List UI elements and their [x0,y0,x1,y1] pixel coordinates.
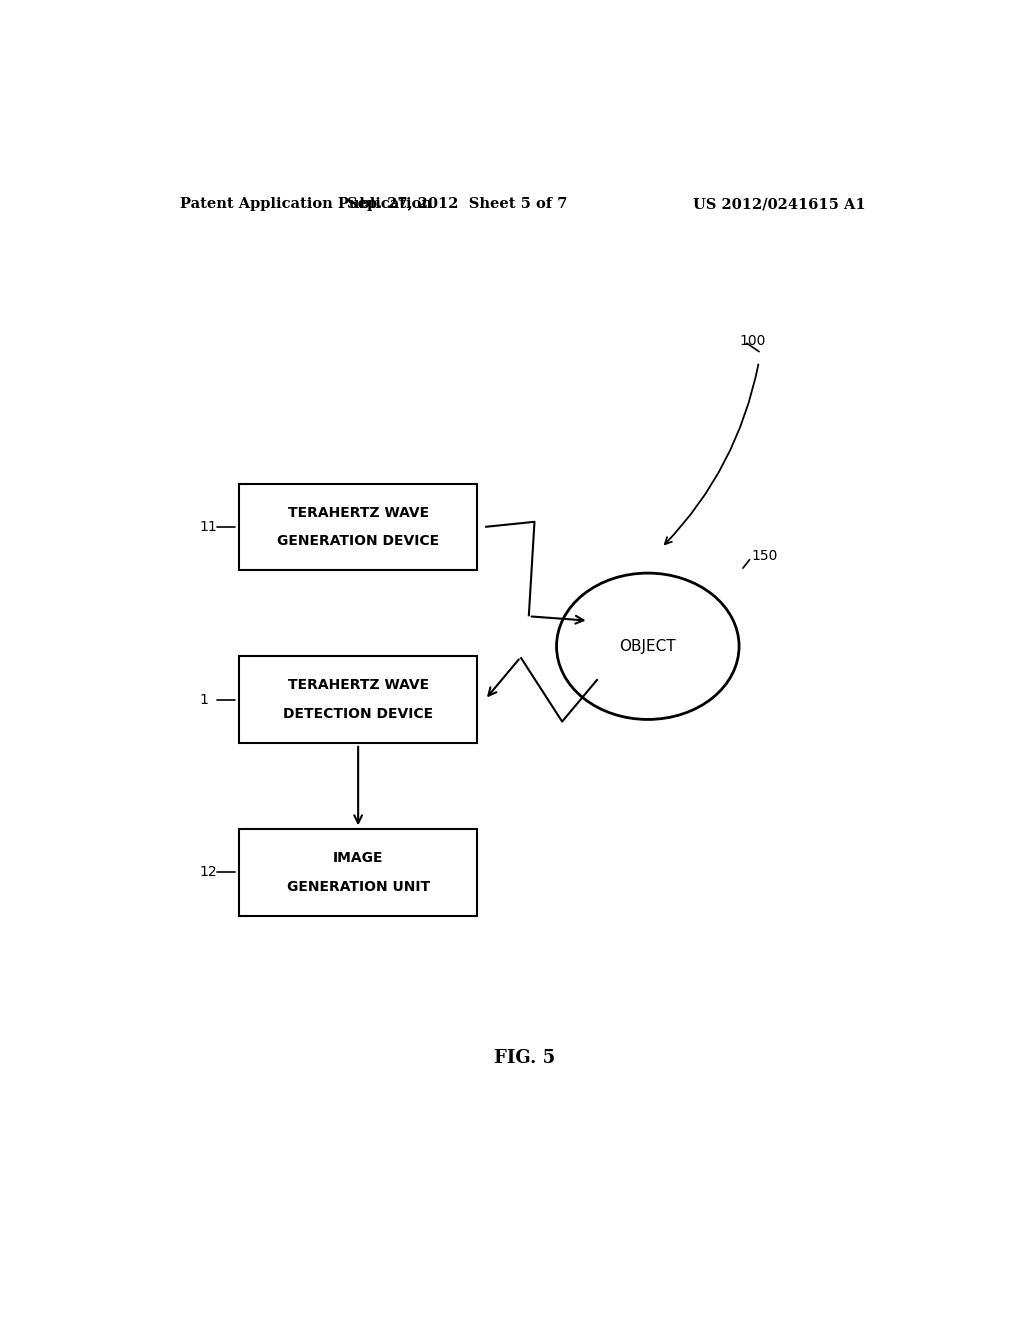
Text: 1: 1 [200,693,208,706]
Text: 100: 100 [739,334,766,348]
Text: DETECTION DEVICE: DETECTION DEVICE [283,708,433,721]
Text: GENERATION UNIT: GENERATION UNIT [287,879,430,894]
Text: Patent Application Publication: Patent Application Publication [179,197,431,211]
Text: 150: 150 [751,549,777,562]
FancyBboxPatch shape [240,829,477,916]
Text: US 2012/0241615 A1: US 2012/0241615 A1 [693,197,866,211]
FancyBboxPatch shape [240,656,477,743]
Text: GENERATION DEVICE: GENERATION DEVICE [278,535,439,548]
Text: Sep. 27, 2012  Sheet 5 of 7: Sep. 27, 2012 Sheet 5 of 7 [347,197,567,211]
FancyBboxPatch shape [240,483,477,570]
Ellipse shape [557,573,739,719]
Text: TERAHERTZ WAVE: TERAHERTZ WAVE [288,678,429,693]
Text: 12: 12 [200,866,217,879]
Text: OBJECT: OBJECT [620,639,676,653]
Text: IMAGE: IMAGE [333,851,383,865]
Text: 11: 11 [200,520,217,533]
Text: TERAHERTZ WAVE: TERAHERTZ WAVE [288,506,429,520]
Text: FIG. 5: FIG. 5 [495,1049,555,1067]
